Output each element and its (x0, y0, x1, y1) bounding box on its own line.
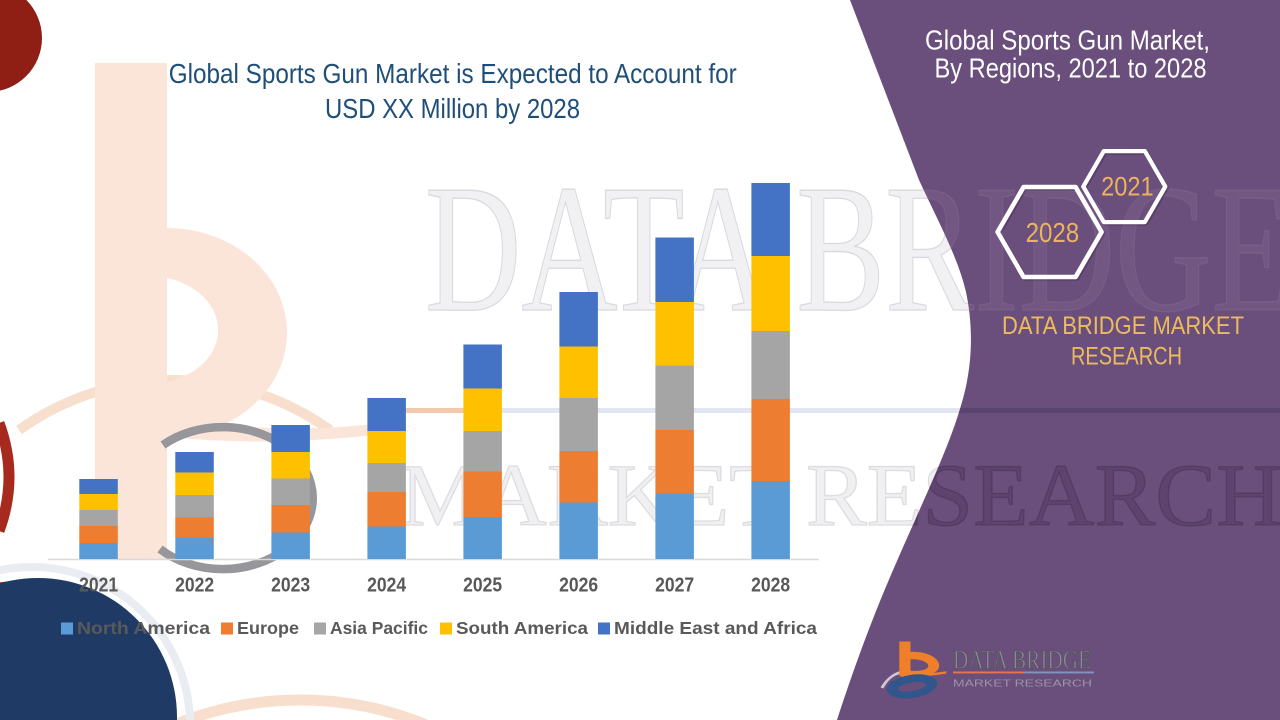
svg-text:DATA BRIDGE: DATA BRIDGE (953, 646, 1091, 675)
svg-text:2027: 2027 (655, 575, 694, 597)
svg-text:Middle East and Africa: Middle East and Africa (614, 618, 817, 638)
svg-text:2023: 2023 (271, 575, 310, 597)
svg-text:USD XX Million by 2028: USD XX Million by 2028 (325, 93, 580, 124)
svg-text:2021: 2021 (1101, 172, 1154, 202)
svg-text:DATA BRIDGE MARKET: DATA BRIDGE MARKET (1002, 313, 1244, 340)
svg-text:2028: 2028 (1026, 217, 1080, 248)
svg-text:2024: 2024 (367, 575, 407, 597)
svg-text:Global Sports Gun Market,: Global Sports Gun Market, (925, 25, 1210, 56)
svg-text:Asia Pacific: Asia Pacific (330, 618, 428, 638)
svg-text:RESEARCH: RESEARCH (1071, 344, 1182, 371)
svg-text:North America: North America (77, 618, 210, 638)
svg-text:2025: 2025 (463, 575, 502, 597)
svg-text:MARKET RESEARCH: MARKET RESEARCH (953, 679, 1092, 690)
svg-text:2028: 2028 (751, 575, 790, 597)
svg-text:Global Sports Gun Market is Ex: Global Sports Gun Market is Expected to … (169, 58, 737, 89)
svg-text:Europe: Europe (237, 618, 299, 638)
svg-text:By Regions, 2021 to 2028: By Regions, 2021 to 2028 (935, 53, 1207, 84)
svg-text:2026: 2026 (559, 575, 598, 597)
svg-text:2021: 2021 (79, 575, 118, 597)
svg-text:2022: 2022 (175, 575, 214, 597)
svg-text:South America: South America (456, 618, 588, 638)
